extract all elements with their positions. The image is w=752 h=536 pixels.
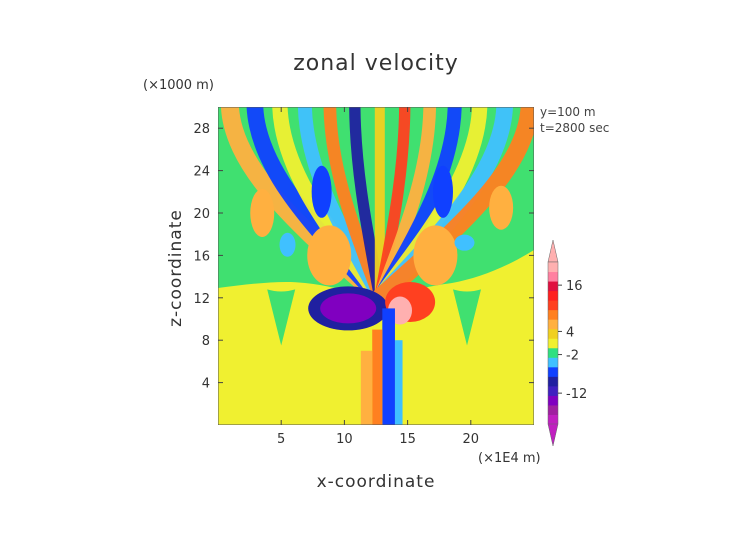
green-drip — [453, 289, 482, 346]
x-tick-label: 15 — [399, 432, 416, 447]
colorbar-swatch — [548, 281, 558, 292]
x-ticks: 5 10 15 20 — [277, 107, 479, 447]
colorbar-swatch — [548, 290, 558, 301]
x-tick-label: 20 — [463, 432, 480, 447]
colorbar-swatch — [548, 414, 558, 425]
colorbar-frame — [547, 261, 559, 425]
colorbar-tick-label: 16 — [566, 279, 583, 294]
chart-title: zonal velocity — [293, 51, 459, 76]
colorbar-swatch — [548, 328, 558, 339]
x-tick-label: 5 — [277, 432, 285, 447]
colorbar-min-arrow — [547, 423, 559, 447]
left-lobe — [250, 189, 275, 237]
y-tick-label: 20 — [193, 207, 210, 222]
colorbar-tick-label: -2 — [566, 349, 579, 364]
jet-stem-orange — [372, 329, 383, 425]
left-cyan-lobe — [279, 232, 296, 257]
y-unit-label: (×1000 m) — [143, 78, 214, 93]
side-lobe — [307, 225, 352, 286]
jet-stem-lightorange — [360, 350, 373, 425]
x-unit-label: (×1E4 m) — [478, 451, 541, 466]
colorbar-swatch — [548, 357, 558, 368]
x-axis-label: x-coordinate — [317, 472, 436, 492]
colorbar-swatch — [548, 404, 558, 415]
jet-stem-blue — [382, 308, 395, 425]
right-cyan-lobe — [454, 234, 475, 251]
y-tick-label: 4 — [202, 377, 210, 392]
colorbar: 16 4 -2 -12 — [547, 239, 587, 447]
core-purple — [320, 293, 377, 324]
jet-stem-cyan — [394, 340, 403, 425]
colorbar-swatch — [548, 271, 558, 282]
colorbar-tick-label: 4 — [566, 325, 574, 340]
colorbar-tick-label: -12 — [566, 387, 587, 402]
side-lobe — [413, 225, 458, 286]
colorbar-swatch — [548, 366, 558, 377]
y-tick-label: 16 — [193, 249, 210, 264]
annotation-t: t=2800 sec — [540, 121, 609, 135]
x-tick-label: 10 — [336, 432, 353, 447]
plume-band — [370, 107, 534, 307]
colorbar-swatch — [548, 376, 558, 387]
colorbar-swatch — [548, 385, 558, 396]
colorbar-swatch — [548, 309, 558, 320]
colorbar-swatch — [548, 262, 558, 273]
annotation-y: y=100 m — [540, 105, 596, 119]
y-tick-label: 8 — [202, 334, 210, 349]
y-ticks: 4 8 12 16 20 24 28 — [193, 122, 534, 392]
plume-pattern — [221, 107, 534, 425]
side-lobe-blue — [311, 165, 332, 218]
green-drip — [267, 289, 296, 346]
colorbar-swatch — [548, 338, 558, 349]
colorbar-swatch — [548, 347, 558, 358]
colorbar-max-arrow — [547, 239, 559, 263]
right-lobe — [489, 185, 514, 230]
colorbar-swatch — [548, 300, 558, 311]
y-tick-label: 12 — [193, 292, 210, 307]
heatmap-field — [218, 107, 534, 425]
y-axis-label: z-coordinate — [166, 209, 186, 327]
side-lobe-blue — [432, 165, 453, 218]
y-tick-label: 28 — [193, 122, 210, 137]
colorbar-swatch — [548, 319, 558, 330]
y-tick-label: 24 — [193, 165, 210, 180]
colorbar-swatch — [548, 395, 558, 406]
